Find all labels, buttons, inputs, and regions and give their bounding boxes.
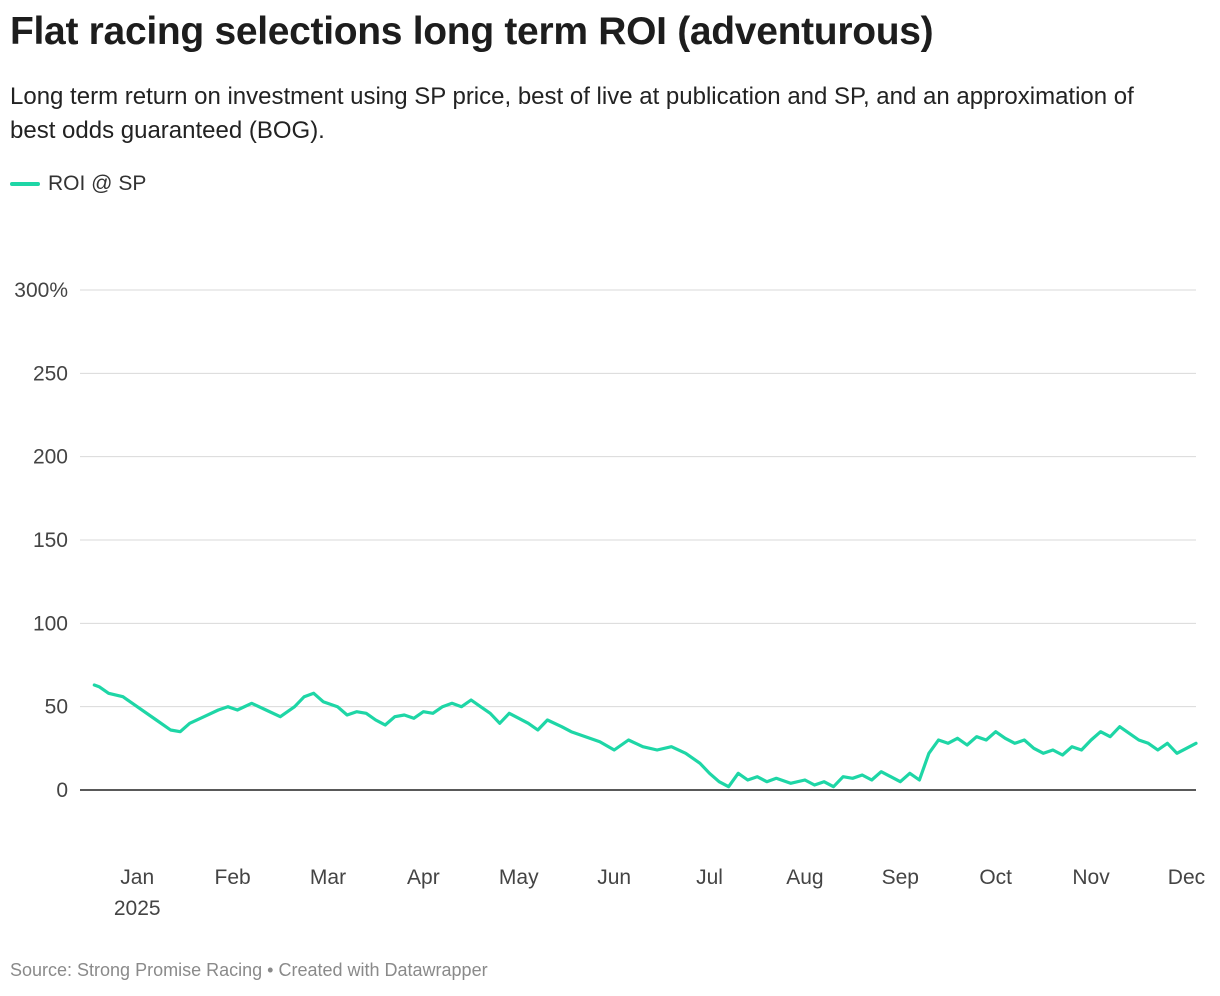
y-tick-label: 0 (56, 779, 68, 802)
chart-footer: Source: Strong Promise Racing • Created … (10, 960, 488, 981)
legend-swatch (10, 182, 40, 186)
x-tick-label: Dec (1168, 866, 1205, 889)
x-tick-label: Nov (1072, 866, 1110, 889)
y-tick-label: 100 (33, 612, 68, 635)
y-tick-label: 150 (33, 529, 68, 552)
x-tick-label: Oct (979, 866, 1012, 889)
x-tick-label: Aug (786, 866, 823, 889)
x-tick-label: Apr (407, 866, 440, 889)
series-line-roi-sp (92, 683, 1198, 789)
x-tick-sublabel: 2025 (114, 897, 161, 920)
x-tick-label: Jul (696, 866, 723, 889)
footer-created-with: Created with Datawrapper (278, 960, 488, 980)
footer-separator: • (267, 960, 274, 980)
x-tick-label: Jun (597, 866, 631, 889)
footer-source: Source: Strong Promise Racing (10, 960, 263, 980)
y-tick-label: 300% (14, 279, 68, 302)
x-tick-label: Sep (882, 866, 919, 889)
legend-item-roi-sp: ROI @ SP (10, 172, 146, 196)
chart-title: Flat racing selections long term ROI (ad… (10, 10, 934, 53)
y-tick-label: 50 (45, 696, 68, 719)
legend-label: ROI @ SP (48, 172, 147, 195)
y-tick-label: 200 (33, 446, 68, 469)
y-tick-label: 250 (33, 362, 68, 385)
chart-legend: ROI @ SP (10, 172, 146, 196)
x-tick-label: Jan (120, 866, 154, 889)
chart-subtitle: Long term return on investment using SP … (10, 83, 1134, 144)
x-tick-label: Mar (310, 866, 346, 889)
x-tick-label: May (499, 866, 539, 889)
x-tick-label: Feb (215, 866, 251, 889)
